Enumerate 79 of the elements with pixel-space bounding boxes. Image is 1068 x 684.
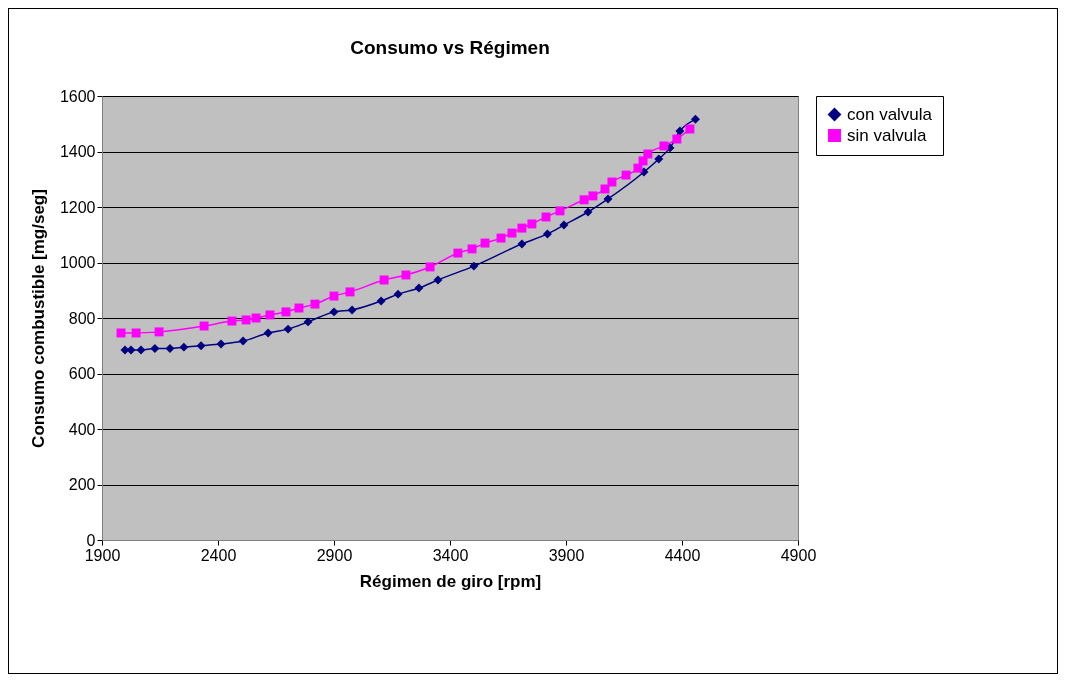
- legend-label: sin valvula: [847, 125, 927, 145]
- point: [393, 289, 403, 299]
- x-axis-title: Régimen de giro [rpm]: [359, 571, 542, 591]
- point: [379, 275, 389, 285]
- point: [238, 336, 248, 346]
- x-tick-label: 2900: [316, 546, 353, 564]
- point: [165, 344, 175, 353]
- point: [542, 229, 552, 239]
- point: [414, 283, 424, 293]
- point: [690, 114, 700, 124]
- point: [579, 195, 589, 205]
- x-tick-label: 4400: [664, 546, 701, 564]
- point: [227, 316, 237, 326]
- point: [633, 163, 643, 173]
- point: [453, 248, 463, 258]
- x-tick-label: 3900: [548, 546, 585, 564]
- point: [263, 328, 273, 338]
- y-tick-label: 600: [68, 365, 96, 382]
- point: [517, 239, 527, 249]
- point: [154, 327, 164, 337]
- point: [241, 315, 251, 325]
- point: [621, 170, 631, 180]
- y-tick-label: 200: [68, 476, 96, 493]
- point: [329, 291, 339, 301]
- point: [433, 275, 443, 285]
- point: [643, 149, 653, 159]
- y-axis-title: Consumo combustible [mg/seg]: [28, 189, 48, 448]
- point: [527, 219, 537, 229]
- point: [685, 124, 695, 134]
- point: [425, 262, 435, 272]
- point: [583, 207, 593, 217]
- point: [179, 342, 189, 352]
- y-tick-label: 800: [68, 309, 96, 327]
- point: [672, 134, 682, 144]
- point: [265, 310, 275, 320]
- point: [588, 191, 598, 201]
- x-tick-label: 4900: [780, 546, 817, 564]
- point: [251, 313, 261, 323]
- point: [555, 206, 565, 216]
- point: [329, 307, 339, 317]
- y-tick-label: 1400: [59, 143, 96, 160]
- chart-title: Consumo vs Régimen: [350, 37, 550, 58]
- point: [310, 299, 320, 309]
- point: [507, 228, 517, 238]
- point: [136, 345, 146, 355]
- point: [131, 328, 141, 338]
- point: [496, 233, 506, 243]
- point: [607, 177, 617, 187]
- x-tick-label: 3400: [432, 546, 469, 564]
- point: [480, 238, 490, 248]
- y-tick-label: 1200: [59, 198, 96, 216]
- y-tick-label: 1000: [59, 254, 96, 271]
- point: [659, 141, 669, 151]
- point: [654, 154, 664, 164]
- y-tick-label: 1600: [59, 87, 96, 105]
- point: [150, 344, 160, 353]
- point: [467, 244, 477, 254]
- point: [347, 305, 357, 315]
- point: [517, 223, 527, 233]
- point: [303, 317, 313, 327]
- point: [294, 303, 304, 313]
- point: [541, 212, 551, 222]
- point: [281, 307, 291, 317]
- point: [376, 296, 386, 306]
- point: [603, 194, 613, 204]
- point: [559, 220, 569, 230]
- point: [675, 126, 685, 136]
- x-tick-label: 1900: [84, 546, 121, 564]
- point: [199, 321, 209, 331]
- legend-label: con valvula: [847, 104, 933, 124]
- point: [469, 261, 479, 271]
- point: [216, 339, 226, 349]
- y-tick-label: 0: [86, 531, 96, 549]
- point: [401, 270, 411, 280]
- y-tick-label: 400: [68, 420, 96, 438]
- point: [196, 341, 206, 351]
- point: [283, 324, 293, 334]
- point: [345, 287, 355, 297]
- x-tick-label: 2400: [200, 546, 237, 564]
